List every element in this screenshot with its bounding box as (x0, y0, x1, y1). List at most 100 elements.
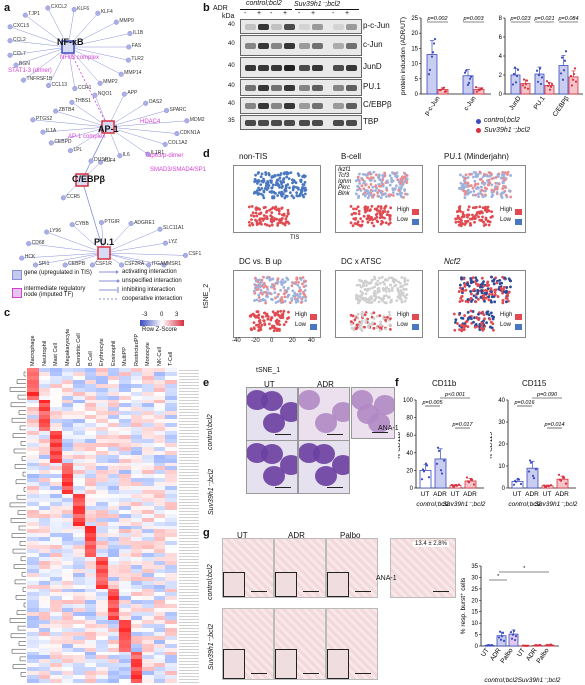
tsne-point (300, 190, 304, 193)
heatmap-cell (165, 592, 178, 597)
dendrogram-branch (12, 664, 26, 669)
heatmap-cell (84, 509, 97, 514)
heatmap-cell (119, 474, 132, 479)
tsne-point (381, 178, 385, 181)
tsne-point (357, 194, 361, 198)
heatmap-cell (73, 466, 85, 471)
data-point (422, 470, 426, 473)
tsne-point (303, 180, 307, 184)
tsne-point (487, 178, 491, 182)
heatmap-cell (50, 537, 62, 542)
tsne-point (265, 209, 269, 213)
tsne-point (272, 196, 276, 200)
tsne-point (372, 170, 376, 174)
tsne-point (361, 314, 365, 318)
heatmap-cell (165, 403, 178, 408)
heatmap-cell (96, 659, 109, 664)
heatmap-cell (38, 616, 51, 621)
y-tick-label: 25 (471, 587, 478, 593)
tsne-point (461, 175, 465, 179)
blot-band (346, 23, 357, 30)
tsne-point (465, 319, 469, 323)
heatmap-cell (96, 497, 109, 503)
heatmap-cell (130, 501, 143, 507)
x-tick-label: Palbo (535, 647, 550, 665)
heatmap-cell (50, 395, 62, 400)
heatmap-cell (130, 482, 143, 487)
data-point (543, 485, 547, 488)
heatmap-cell (119, 616, 132, 621)
data-point (514, 81, 518, 84)
tsne-point (359, 217, 363, 220)
heatmap-cell (61, 623, 74, 629)
heatmap-cell (153, 679, 166, 684)
heatmap-cell (73, 474, 85, 479)
dendrogram-branch (11, 648, 26, 654)
tsne-point (283, 223, 287, 227)
network-edge (32, 119, 109, 128)
data-point (428, 68, 432, 71)
tsne-point (458, 283, 462, 287)
hub-ap1-label: AP-1 (98, 124, 119, 134)
gene-node (162, 141, 168, 147)
y-tick-label: 20 (498, 442, 505, 448)
heatmap-cell (50, 482, 62, 487)
heatmap-cell (142, 442, 155, 448)
tsne-point (254, 211, 258, 215)
data-point (540, 76, 544, 79)
heatmap-cell (153, 454, 166, 459)
tsne-point (294, 298, 298, 302)
tsne-point (495, 181, 499, 185)
data-point (433, 38, 437, 41)
x-tick-label: UT (480, 647, 491, 658)
tsne-point (274, 205, 278, 209)
cell-nucleus (357, 404, 379, 424)
tsne-point (508, 189, 511, 193)
y-tick-label: 2 (499, 73, 503, 79)
group1-line (240, 9, 292, 10)
gene-node (146, 262, 152, 268)
heatmap-cell (38, 623, 51, 629)
heatmap-cell (27, 588, 39, 593)
blot-mw-label: 35 (228, 118, 235, 124)
adr-sign: - (332, 10, 335, 17)
tsne-point (389, 283, 393, 287)
tsne-point (372, 326, 376, 330)
blot-strip (240, 97, 362, 114)
tsne-point (481, 206, 485, 210)
heatmap-cell (84, 462, 97, 467)
heatmap-cell (73, 521, 85, 526)
tsne-point (463, 223, 467, 226)
data-point (465, 476, 469, 479)
heatmap-cell (153, 612, 166, 617)
heatmap-cell (142, 545, 155, 550)
gene-node (98, 159, 104, 165)
tsne-point (393, 284, 396, 288)
data-point (480, 87, 484, 90)
heatmap-cell (38, 537, 51, 542)
y-tick-label: 15 (471, 610, 478, 616)
heatmap-cell (27, 612, 39, 617)
heatmap-cell (38, 549, 51, 554)
adr-sign: - (244, 10, 247, 17)
heatmap-cell (142, 387, 155, 392)
heatmap-cell (165, 415, 178, 420)
tsne-point (278, 185, 281, 189)
heatmap-cell (130, 604, 143, 609)
tsne-point (497, 287, 501, 291)
tsne-point (298, 292, 302, 296)
heatmap-cell (84, 434, 97, 440)
tsne-point (372, 193, 376, 197)
heatmap-cell (84, 391, 97, 396)
data-point (529, 461, 533, 464)
heatmap-cell (107, 596, 120, 601)
scale-label: Row Z-Score (142, 327, 178, 333)
tsne-point (379, 207, 383, 210)
blot-band (245, 23, 256, 30)
heatmap-cell (153, 533, 166, 538)
tsne-point (487, 298, 491, 302)
heatmap-cell (153, 560, 166, 566)
blot-band (312, 42, 323, 49)
heatmap-cell (107, 675, 120, 680)
heatmap-cell (165, 371, 178, 377)
